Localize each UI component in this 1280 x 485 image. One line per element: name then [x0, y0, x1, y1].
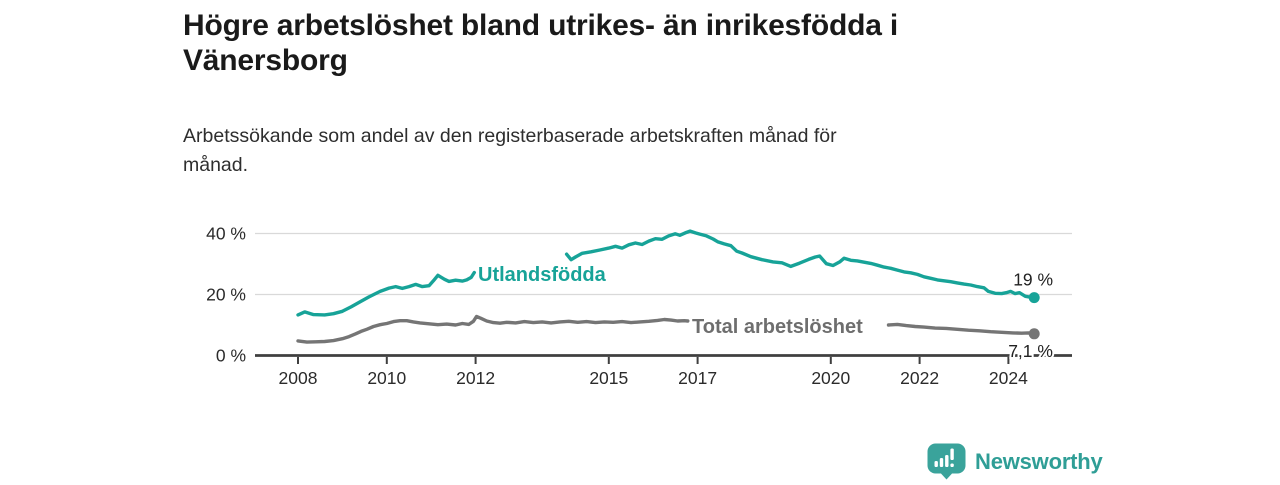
- title-line-2: Vänersborg: [183, 44, 348, 77]
- chart-subtitle: Arbetssökande som andel av den registerb…: [183, 122, 837, 180]
- series-line-total: [296, 314, 690, 344]
- x-tick-label: 2012: [456, 368, 495, 388]
- x-tick-label: 2022: [900, 368, 939, 388]
- series-line-utlandsfodda: [296, 270, 476, 317]
- series-label: Utlandsfödda: [478, 264, 607, 286]
- newsworthy-wordmark: Newsworthy: [975, 448, 1103, 474]
- series-label: Total arbetslöshet: [692, 316, 863, 338]
- series-end-value: 19 %: [1013, 270, 1053, 290]
- series-end-value: 7,1 %: [1008, 341, 1053, 361]
- subtitle-line-2: månad.: [183, 154, 249, 176]
- bar-chart-speech-bubble-icon: [927, 443, 966, 480]
- title-line-1: Högre arbetslöshet bland utrikes- än inr…: [183, 9, 898, 42]
- series-line-utlandsfodda: [564, 229, 1036, 300]
- page-title: Högre arbetslöshet bland utrikes- än inr…: [183, 8, 898, 78]
- y-tick-label: 20 %: [206, 285, 246, 305]
- x-tick-label: 2015: [589, 368, 628, 388]
- y-tick-label: 0 %: [216, 346, 246, 366]
- x-tick-label: 2024: [989, 368, 1028, 388]
- x-tick-label: 2008: [279, 368, 318, 388]
- y-tick-label: 40 %: [206, 224, 246, 244]
- series-end-dot: [1028, 328, 1040, 340]
- x-tick-label: 2017: [678, 368, 717, 388]
- x-tick-label: 2010: [367, 368, 406, 388]
- subtitle-line-1: Arbetssökande som andel av den registerb…: [183, 125, 837, 147]
- series-end-dot: [1028, 292, 1040, 304]
- newsworthy-logo[interactable]: Newsworthy: [927, 443, 1103, 480]
- x-tick-label: 2020: [811, 368, 850, 388]
- series-line-total: [886, 322, 1036, 336]
